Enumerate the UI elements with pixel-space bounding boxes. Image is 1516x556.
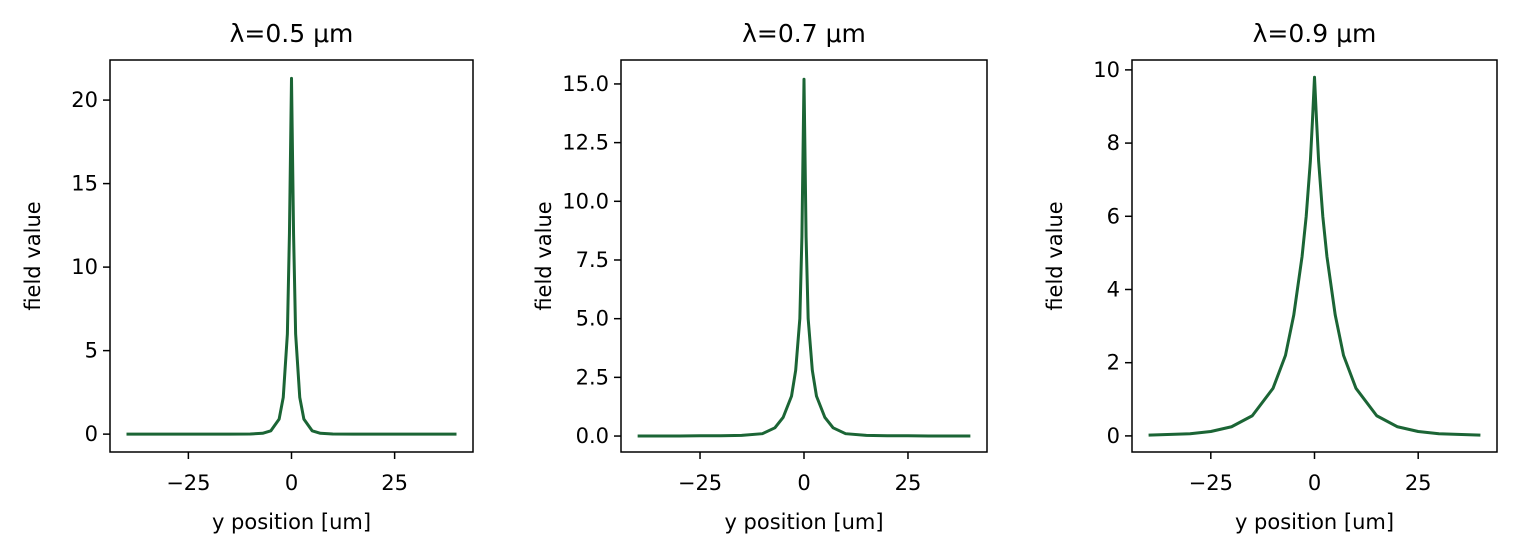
- y-tick-label: 0.0: [576, 424, 609, 448]
- y-tick-label: 0: [85, 422, 98, 446]
- y-tick-label: 15.0: [562, 72, 609, 96]
- x-tick-label: 25: [381, 471, 408, 495]
- line: [1148, 75, 1481, 437]
- y-axis-label: field value: [1043, 201, 1067, 310]
- y-tick-label: 10: [1093, 58, 1120, 82]
- x-axis-label: y position [um]: [212, 510, 371, 534]
- x-tick-label: −25: [1189, 471, 1233, 495]
- chart-title: λ=0.5 μm: [230, 19, 354, 48]
- y-tick-label: 4: [1107, 277, 1120, 301]
- x-tick-label: −25: [678, 471, 722, 495]
- y-tick-label: 10: [71, 255, 98, 279]
- y-tick-label: 5.0: [576, 307, 609, 331]
- x-tick-label: 25: [895, 471, 922, 495]
- x-axis-label: y position [um]: [1235, 510, 1394, 534]
- x-tick-label: 0: [797, 471, 810, 495]
- y-tick-label: 7.5: [576, 248, 609, 272]
- plot-frame: [109, 59, 474, 453]
- line: [637, 77, 971, 438]
- y-axis-label: field value: [21, 201, 45, 310]
- plot-frame: [1131, 59, 1498, 453]
- x-tick-label: 25: [1405, 471, 1432, 495]
- y-tick-label: 2.5: [576, 365, 609, 389]
- y-tick-label: 0: [1107, 424, 1120, 448]
- y-tick-label: 6: [1107, 204, 1120, 228]
- chart-title: λ=0.7 μm: [742, 19, 866, 48]
- x-axis-label: y position [um]: [724, 510, 883, 534]
- chart-title: λ=0.9 μm: [1253, 19, 1377, 48]
- y-tick-label: 5: [85, 339, 98, 363]
- y-tick-label: 20: [71, 88, 98, 112]
- y-tick-label: 2: [1107, 351, 1120, 375]
- x-tick-label: 0: [1308, 471, 1321, 495]
- y-tick-label: 10.0: [562, 189, 609, 213]
- y-tick-label: 8: [1107, 131, 1120, 155]
- line: [126, 76, 457, 436]
- y-tick-label: 12.5: [562, 131, 609, 155]
- x-tick-label: −25: [166, 471, 210, 495]
- y-tick-label: 15: [71, 172, 98, 196]
- plot-frame: [620, 59, 988, 453]
- x-tick-label: 0: [285, 471, 298, 495]
- y-axis-label: field value: [532, 201, 556, 310]
